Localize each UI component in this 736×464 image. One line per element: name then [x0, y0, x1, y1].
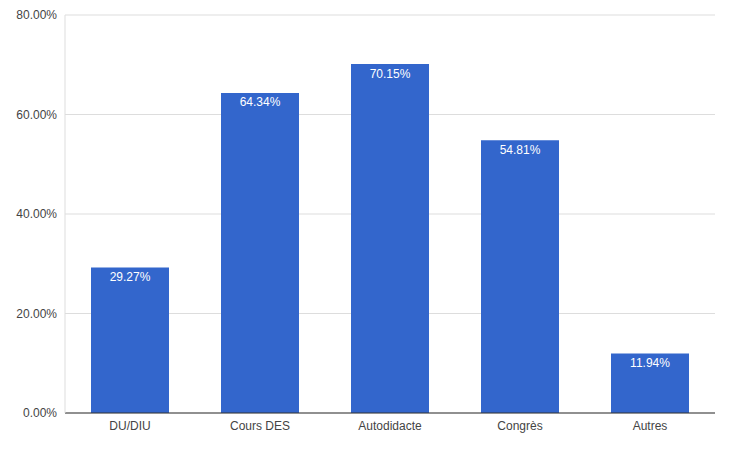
svg-text:DU/DIU: DU/DIU: [109, 419, 150, 433]
svg-text:64.34%: 64.34%: [240, 95, 281, 109]
svg-text:80.00%: 80.00%: [16, 8, 57, 22]
svg-text:Cours DES: Cours DES: [230, 419, 290, 433]
svg-text:Congrès: Congrès: [497, 419, 542, 433]
svg-text:Autres: Autres: [633, 419, 668, 433]
svg-text:20.00%: 20.00%: [16, 307, 57, 321]
svg-text:40.00%: 40.00%: [16, 207, 57, 221]
svg-text:11.94%: 11.94%: [630, 356, 670, 370]
svg-text:0.00%: 0.00%: [23, 406, 57, 420]
svg-text:Autodidacte: Autodidacte: [358, 419, 422, 433]
svg-text:70.15%: 70.15%: [370, 67, 411, 81]
svg-text:60.00%: 60.00%: [16, 108, 57, 122]
svg-text:54.81%: 54.81%: [500, 143, 541, 157]
svg-text:29.27%: 29.27%: [110, 270, 151, 284]
